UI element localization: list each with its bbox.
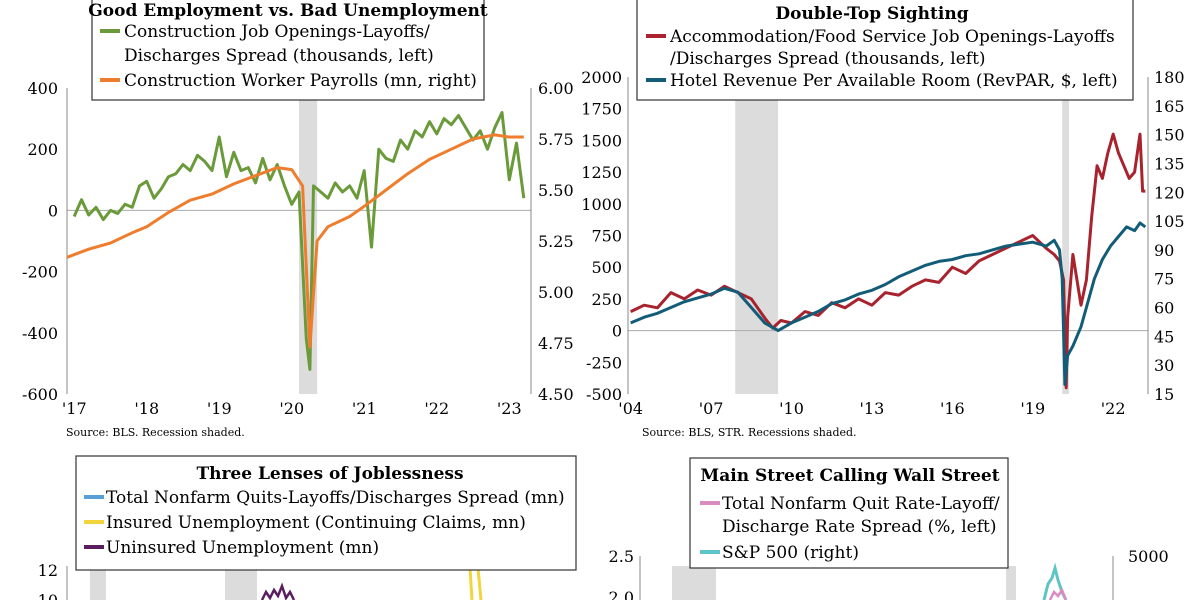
c2-y-left-tick: 750 <box>591 227 622 246</box>
c3-legend-yellow: Insured Unemployment (Continuing Claims,… <box>106 513 526 533</box>
c2-y-right-tick: 90 <box>1154 241 1174 260</box>
c1-y-left-tick: 400 <box>27 79 58 98</box>
c1-y-right-tick: 4.75 <box>538 334 574 353</box>
c2-y-right-tick: 75 <box>1154 270 1174 289</box>
c1-x-tick: '20 <box>279 399 304 418</box>
c2-y-right-tick: 15 <box>1154 385 1174 404</box>
c2-legend-crimson-line2: /Discharges Spread (thousands, left) <box>670 49 986 69</box>
c2-recession-1 <box>735 77 779 394</box>
c2-x-tick: '13 <box>860 399 885 418</box>
c2-y-right-tick: 150 <box>1154 126 1185 145</box>
c4-recession-1 <box>672 566 716 604</box>
c3-title: Three Lenses of Joblessness <box>196 464 463 484</box>
c1-series-green <box>72 111 526 371</box>
c4-y-right-tick-5000: 5000 <box>1128 547 1169 566</box>
c1-x-tick: '18 <box>134 399 159 418</box>
c1-legend-orange: Construction Worker Payrolls (mn, right) <box>124 71 477 91</box>
c1-x-tick: '19 <box>207 399 232 418</box>
c2-y-right-tick: 135 <box>1154 154 1185 173</box>
c1-source: Source: BLS. Recession shaded. <box>66 426 245 439</box>
c3-yellow-spike <box>468 567 483 601</box>
c1-y-right-tick: 4.50 <box>538 385 574 404</box>
c1-y-left-tick: 0 <box>48 201 58 220</box>
c1-x-tick: '22 <box>424 399 449 418</box>
c2-y-right-tick: 105 <box>1154 212 1185 231</box>
c2-y-right-tick: 30 <box>1154 356 1174 375</box>
c2-source: Source: BLS, STR. Recessions shaded. <box>642 426 857 439</box>
c1-title: Good Employment vs. Bad Unemployment <box>88 1 488 21</box>
c1-series-orange <box>66 133 524 349</box>
c4-y-tick-2-5: 2.5 <box>609 547 634 566</box>
chart-main-street: 2.5 2.0 5000 Main Street Calling Wall St… <box>609 457 1169 604</box>
chart-three-lenses: 12 10 Three Lenses of Joblessness Total … <box>38 455 577 604</box>
c4-recession-2 <box>1006 566 1016 604</box>
c1-x-tick: '17 <box>62 399 87 418</box>
c2-x-tick: '07 <box>699 399 724 418</box>
c2-y-right-tick: 45 <box>1154 327 1174 346</box>
c3-recession-2 <box>225 568 257 604</box>
c4-legend-cyan: S&P 500 (right) <box>722 543 859 563</box>
c2-y-left-tick: 250 <box>591 290 622 309</box>
c2-y-right-tick: 120 <box>1154 183 1185 202</box>
c2-x-tick: '19 <box>1020 399 1045 418</box>
c1-x-tick: '21 <box>352 399 377 418</box>
c4-legend-box <box>689 457 1009 569</box>
chart-good-employment: 400 200 0 -200 -400 -600 6.00 5.75 5.50 5.25 5.00 4… <box>22 0 574 439</box>
c2-legend-crimson-line1: Accommodation/Food Service Job Openings-… <box>669 27 1115 47</box>
c2-y-left-tick: 1500 <box>581 131 622 150</box>
c1-y-right-tick: 5.00 <box>538 283 574 302</box>
c2-y-left-tick: -500 <box>586 385 622 404</box>
c3-legend-blue: Total Nonfarm Quits-Layoffs/Discharges S… <box>106 488 565 508</box>
c2-y-left-tick: 1000 <box>581 195 622 214</box>
c2-legend-teal: Hotel Revenue Per Available Room (RevPAR… <box>670 71 1118 91</box>
c2-y-right-tick: 180 <box>1154 68 1185 87</box>
c3-legend-box <box>75 455 577 571</box>
c4-title: Main Street Calling Wall Street <box>700 466 999 486</box>
c1-legend-green-line2: Discharges Spread (thousands, left) <box>124 46 434 66</box>
c2-y-right-tick: 60 <box>1154 299 1174 318</box>
c2-y-left-tick: 1250 <box>581 163 622 182</box>
c4-legend-pink-line1: Total Nonfarm Quit Rate-Layoff/ <box>722 494 1000 514</box>
c3-y-tick-10: 10 <box>38 591 58 600</box>
c3-y-tick-12: 12 <box>38 561 58 580</box>
c2-x-tick: '04 <box>618 399 643 418</box>
c2-y-left-tick: 0 <box>612 322 622 341</box>
chart-double-top: 2000 1750 1500 1250 1000 750 500 250 0 -250 -500 18… <box>581 0 1185 439</box>
c4-legend-pink-line2: Discharge Rate Spread (%, left) <box>722 517 996 537</box>
c2-y-right-tick: 165 <box>1154 97 1185 116</box>
c2-y-left-tick: 500 <box>591 258 622 277</box>
c4-quit-rate-line <box>1048 587 1068 601</box>
c2-x-tick: '16 <box>940 399 965 418</box>
c1-y-right-tick: 5.50 <box>538 181 574 200</box>
c2-y-left-tick: 2000 <box>581 68 622 87</box>
c4-sp500-line <box>1042 562 1068 601</box>
c2-x-tick: '10 <box>779 399 804 418</box>
c1-x-tick: '23 <box>497 399 522 418</box>
c3-recession-1 <box>90 568 106 604</box>
c1-y-right-tick: 5.25 <box>538 232 574 251</box>
c1-y-left-tick: -400 <box>22 324 58 343</box>
c1-legend-green-line1: Construction Job Openings-Layoffs/ <box>124 22 430 42</box>
c4-y-tick-2-0: 2.0 <box>609 588 634 600</box>
c2-series-crimson <box>630 132 1146 390</box>
c2-y-left-tick: 1750 <box>581 100 622 119</box>
c2-series-teal <box>630 221 1147 386</box>
c2-x-tick: '22 <box>1101 399 1126 418</box>
c1-y-left-tick: -600 <box>22 385 58 404</box>
c1-y-left-tick: -200 <box>22 263 58 282</box>
c3-purple-line <box>260 582 296 601</box>
c1-legend-box <box>91 0 485 101</box>
c1-y-left-tick: 200 <box>27 140 58 159</box>
c2-title: Double-Top Sighting <box>775 4 968 24</box>
c3-legend-purple: Uninsured Unemployment (mn) <box>106 538 379 558</box>
c2-y-left-tick: -250 <box>586 353 622 372</box>
c1-y-right-tick: 6.00 <box>538 79 574 98</box>
c2-legend-box <box>636 0 1134 101</box>
c2-recession-2 <box>1062 77 1069 394</box>
c1-y-right-tick: 5.75 <box>538 130 574 149</box>
